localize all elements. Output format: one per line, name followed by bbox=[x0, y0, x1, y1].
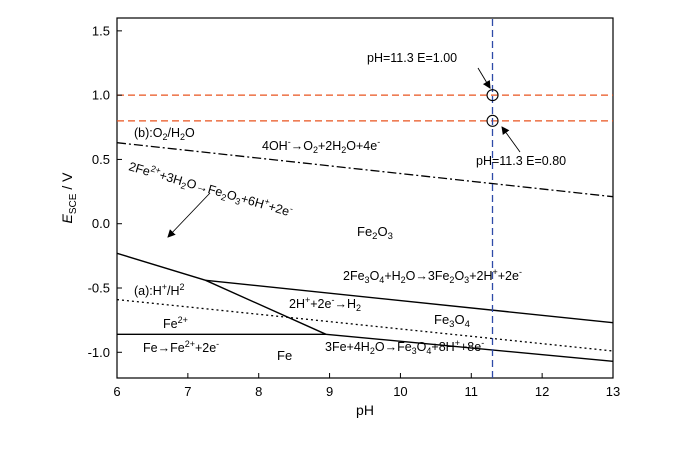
annotation-magnetite-reaction: 2Fe3O4+H2O→3Fe2O3+2H++2e- bbox=[343, 267, 522, 285]
arrow-point2 bbox=[501, 126, 521, 153]
tick-layer: 6 7 8 9 10 11 12 13 -1.0 -0.5 0.0 0.5 1.0 1.5 bbox=[88, 23, 621, 399]
x-tick-label: 6 bbox=[113, 384, 120, 399]
arrow-point1 bbox=[477, 67, 491, 89]
y-tick-label: 1.5 bbox=[92, 23, 110, 38]
y-tick-label: -0.5 bbox=[88, 281, 110, 296]
series-line-5 bbox=[205, 279, 614, 324]
annotation-fe2o3-region: Fe2O3 bbox=[357, 224, 393, 242]
x-tick-label: 9 bbox=[326, 384, 333, 399]
y-axis-label-sub: SCE bbox=[68, 193, 79, 214]
annotation-oh-reaction: 4OH-→O2+2H2O+4e- bbox=[262, 137, 380, 155]
series-line-2 bbox=[116, 298, 614, 352]
x-tick-label: 13 bbox=[606, 384, 620, 399]
series-line-6 bbox=[325, 333, 614, 362]
x-tick-label: 10 bbox=[393, 384, 407, 399]
y-tick-label: 0.5 bbox=[92, 152, 110, 167]
annotation-b-o2-h2o: (b):O2/H2O bbox=[134, 126, 195, 142]
x-tick-label: 7 bbox=[184, 384, 191, 399]
marker-layer bbox=[486, 89, 499, 127]
annotation-point2: pH=11.3 E=0.80 bbox=[476, 154, 566, 168]
data-point-marker-2 bbox=[486, 114, 499, 127]
series-line-1 bbox=[116, 142, 614, 198]
y-axis-label-unit: / V bbox=[59, 172, 75, 194]
plot-frame bbox=[116, 17, 614, 379]
annotation-fe-region: Fe bbox=[277, 348, 292, 363]
y-axis-label-main: E bbox=[59, 213, 75, 223]
y-tick-label: -1.0 bbox=[88, 345, 110, 360]
annotation-fe2-reaction: 2Fe2++3H2O→Fe2O3+6H++2e- bbox=[127, 158, 295, 222]
series-layer bbox=[116, 18, 614, 378]
x-axis-label: pH bbox=[356, 402, 374, 418]
annotation-fe3o4-formation: 3Fe+4H2O→Fe3O4+8H++8e- bbox=[325, 338, 484, 356]
x-tick-label: 11 bbox=[465, 384, 479, 399]
x-tick-label: 8 bbox=[255, 384, 262, 399]
data-point-marker-1 bbox=[486, 89, 499, 102]
arrow-fe2 bbox=[167, 192, 211, 238]
annotation-a-h-h2: (a):H+/H2 bbox=[134, 282, 185, 298]
annotation-fe-fe2-reaction: Fe→Fe2++2e- bbox=[143, 339, 219, 355]
y-axis-label: ESCE / V bbox=[59, 172, 79, 224]
annotation-h-reaction: 2H++2e-→H2 bbox=[289, 295, 361, 313]
x-tick-label: 12 bbox=[535, 384, 549, 399]
annotation-point1: pH=11.3 E=1.00 bbox=[367, 51, 457, 65]
y-tick-label: 1.0 bbox=[92, 88, 110, 103]
annotation-fe3o4-region: Fe3O4 bbox=[434, 312, 470, 330]
annotation-fe2plus-region: Fe2+ bbox=[163, 315, 188, 331]
y-tick-label: 0.0 bbox=[92, 216, 110, 231]
